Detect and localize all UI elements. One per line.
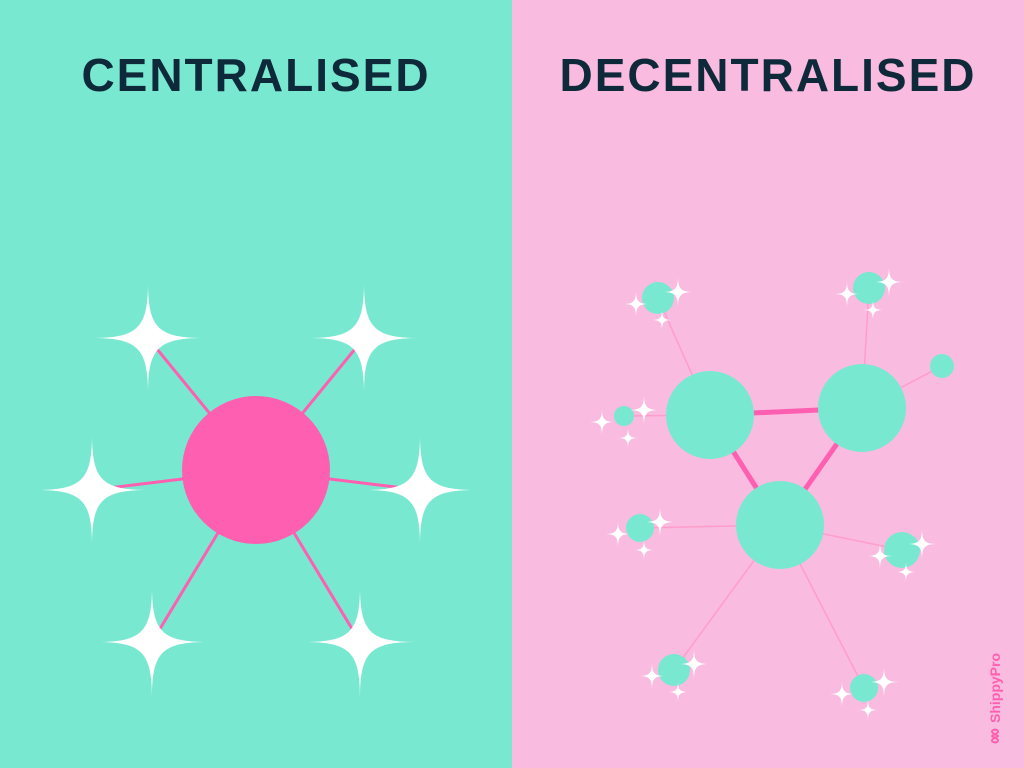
infinity-icon	[986, 727, 1004, 745]
watermark-text: ShippyPro	[987, 653, 1003, 723]
watermark: ShippyPro	[986, 653, 1004, 745]
left-panel-centralised: CENTRALISED	[0, 0, 512, 768]
infographic-container: CENTRALISED DECENTRALISED ShippyPro	[0, 0, 1024, 768]
centralised-diagram	[0, 120, 512, 760]
decentralised-diagram	[512, 120, 1024, 760]
left-title: CENTRALISED	[81, 48, 430, 102]
right-panel-decentralised: DECENTRALISED ShippyPro	[512, 0, 1024, 768]
right-title: DECENTRALISED	[559, 48, 976, 102]
